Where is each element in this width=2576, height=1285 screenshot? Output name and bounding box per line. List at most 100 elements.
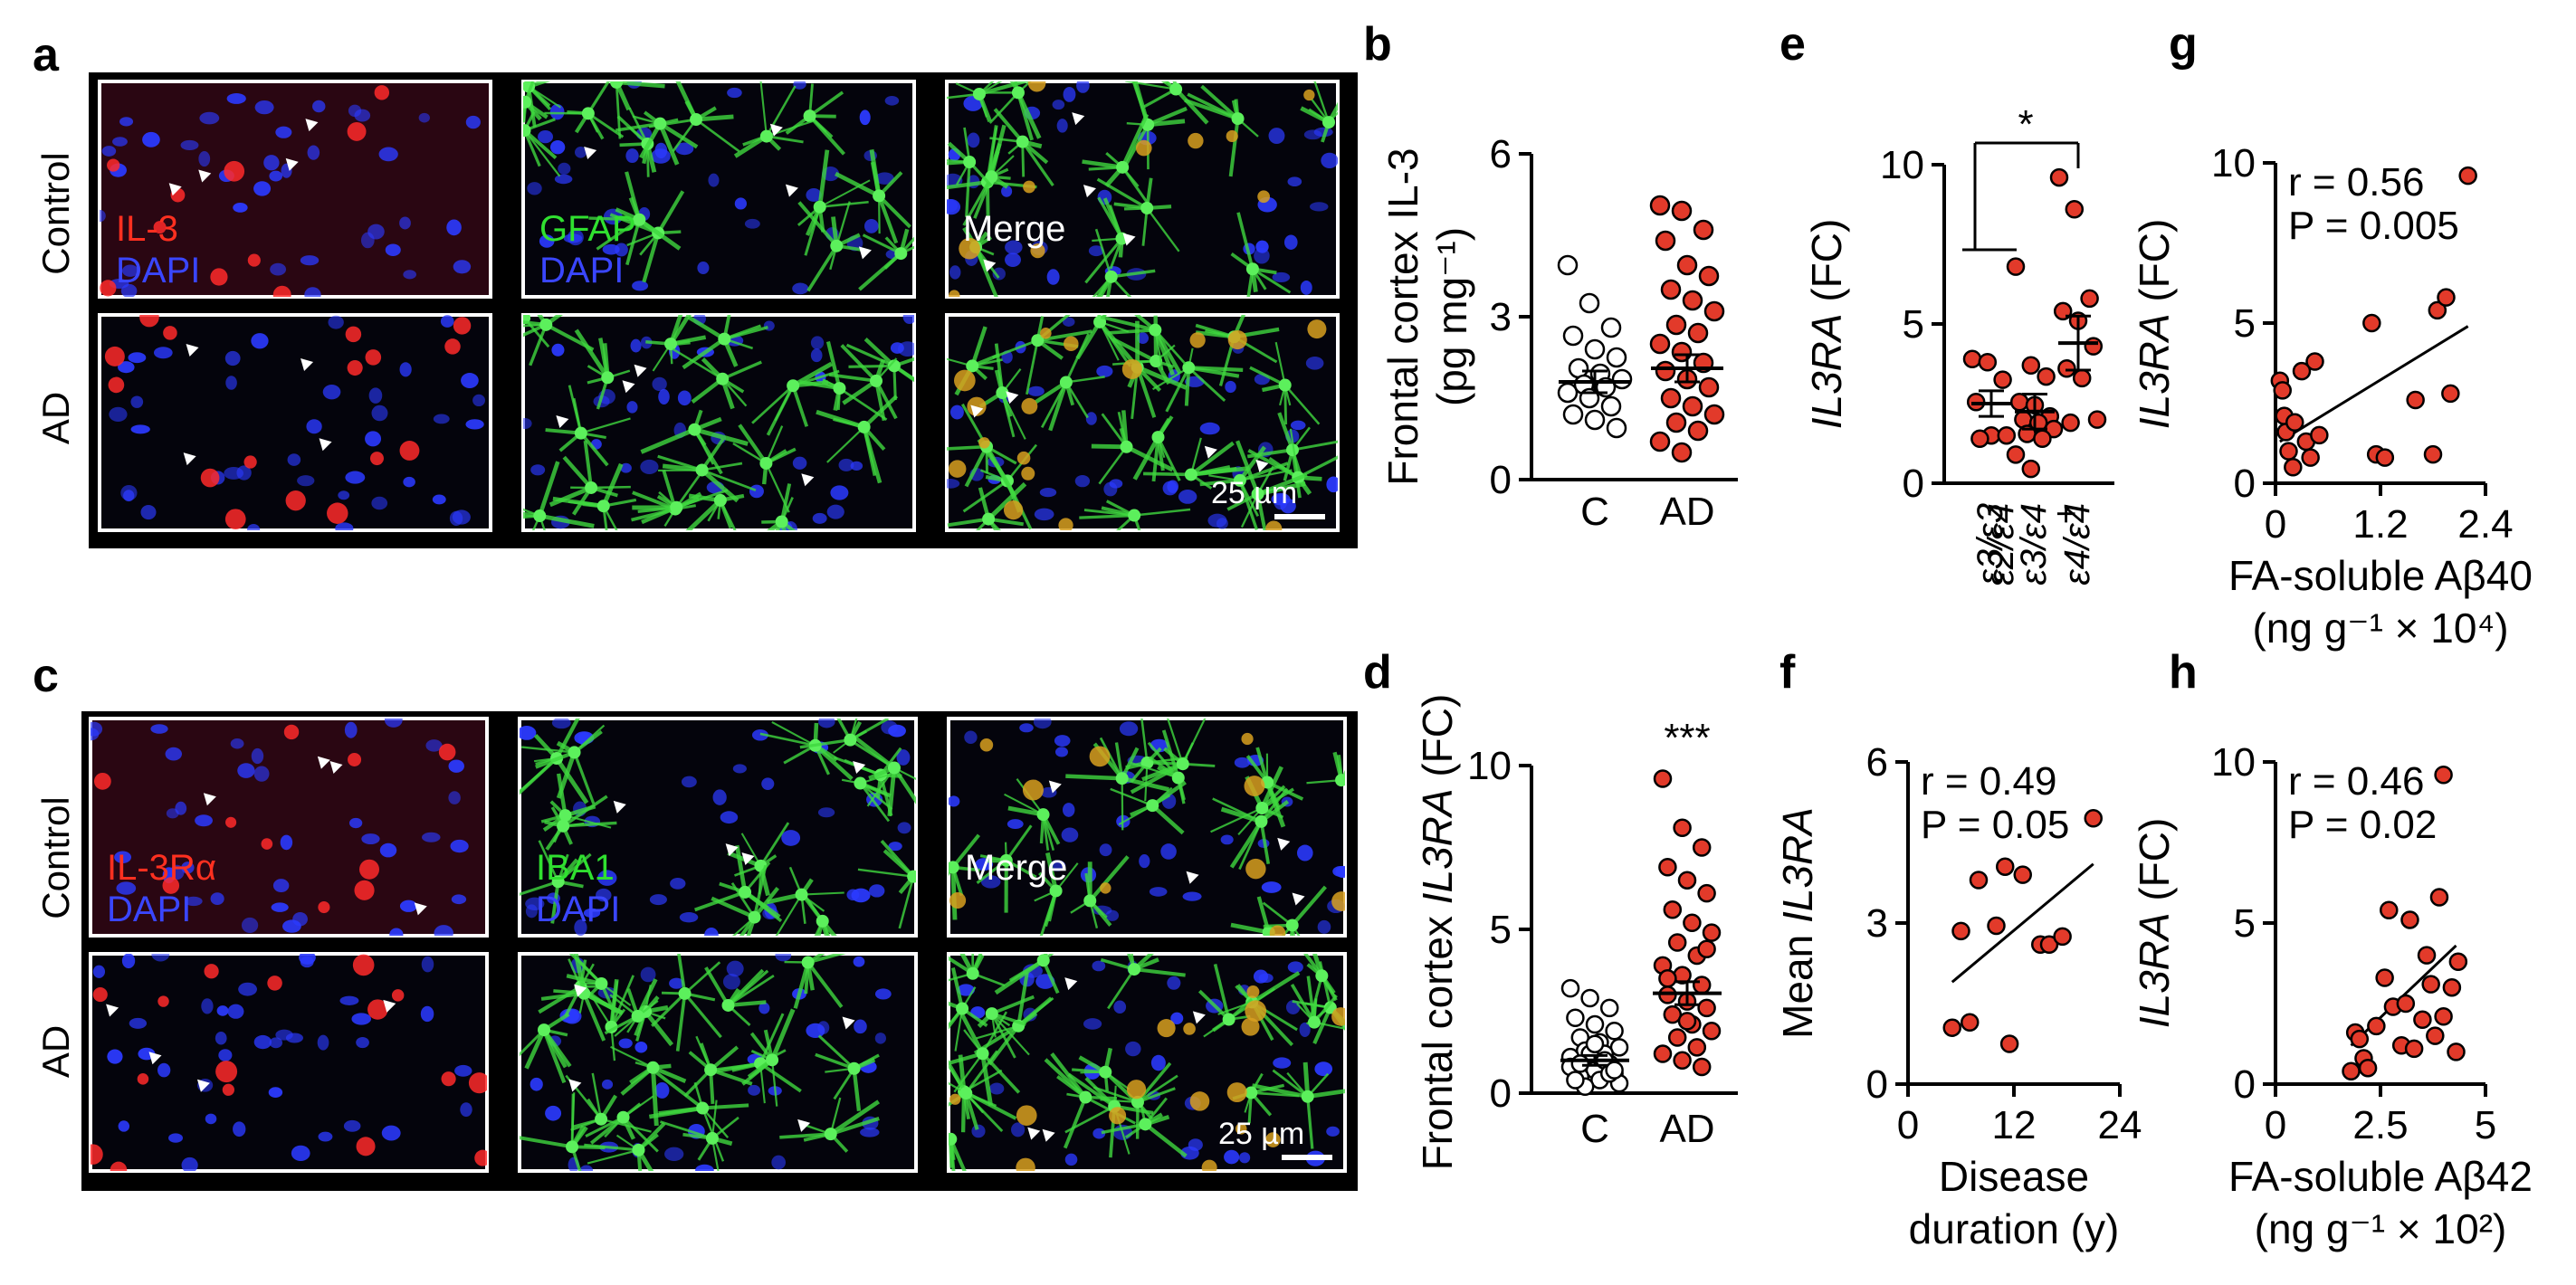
stain-label-dapi: DAPI (116, 251, 200, 290)
panel-letter-a: a (33, 29, 60, 81)
data-point (2404, 1039, 2424, 1059)
row-label-ad: AD (34, 1025, 77, 1078)
micrograph-tile (518, 717, 918, 938)
data-point (2061, 413, 2080, 433)
x-axis-label: FA-soluble Aβ40 (2228, 552, 2533, 599)
x-tick-label: 0 (2265, 1103, 2286, 1147)
data-point (1658, 857, 1677, 877)
arrowhead-icon (1064, 977, 1078, 991)
data-point (1605, 1061, 1624, 1080)
arrowhead-icon (801, 473, 815, 487)
data-point (1655, 360, 1676, 382)
y-axis-label-part: (FC) (2131, 219, 2178, 314)
scale-bar-label: 25 µm (1218, 1117, 1304, 1151)
x-tick-label: + (2046, 503, 2086, 524)
data-point (2417, 946, 2437, 965)
data-point (1702, 1021, 1722, 1041)
data-point (1600, 317, 1622, 338)
x-tick-label: 5 (2475, 1103, 2496, 1147)
data-point (1580, 988, 1599, 1008)
y-tick-label: 10 (1467, 744, 1512, 788)
data-point (1698, 376, 1720, 398)
data-point (2367, 1016, 2386, 1036)
y-axis-label: Mean IL3RA (1774, 807, 1821, 1039)
panel-letter-h: h (2169, 646, 2198, 699)
data-point (2350, 1029, 2370, 1049)
y-axis-label-part: (FC) (1803, 219, 1850, 314)
data-point (1698, 265, 1720, 287)
data-point (1961, 1013, 1980, 1033)
arrowhead-icon (168, 183, 182, 196)
data-point (1683, 913, 1702, 933)
data-point (1600, 395, 1622, 417)
stain-label: Merge (963, 209, 1065, 249)
data-point (1671, 200, 1693, 222)
y-axis-label: Frontal cortex IL-3 (1379, 148, 1426, 485)
arrowhead-icon (148, 1052, 162, 1065)
data-point (2362, 313, 2381, 333)
micrograph-tile (89, 952, 489, 1173)
y-axis-label-gene: IL3RA (1414, 788, 1461, 904)
data-point (2013, 865, 2032, 884)
data-point (2458, 166, 2477, 186)
x-tick-label: 2.5 (2352, 1103, 2408, 1147)
arrowhead-icon (584, 146, 597, 159)
y-tick-label: 0 (2234, 462, 2256, 506)
y-axis-label-gene: IL3RA (2131, 313, 2178, 429)
data-point (2375, 448, 2395, 467)
data-point (1697, 883, 1716, 903)
y-tick-label: 5 (1903, 302, 1924, 347)
data-point (2413, 1010, 2432, 1030)
data-point (2292, 361, 2312, 381)
chart-b: 0 3 6 Frontal cortex IL-3 (pg mg⁻¹) C AD (1379, 132, 1738, 534)
data-point (1560, 978, 1580, 998)
data-point (1687, 420, 1709, 442)
row-label-ad: AD (34, 392, 77, 444)
data-point (2426, 1026, 2445, 1045)
stain-label: IL-3 (116, 209, 178, 249)
x-tick-label: ε3/ε4 (2014, 503, 2054, 585)
x-tick-label: ε4/ε4 (2057, 503, 2097, 585)
y-tick-label: 10 (2211, 740, 2256, 785)
data-point (2441, 384, 2460, 404)
arrowhead-icon (983, 259, 997, 272)
data-point (1655, 230, 1676, 252)
chart-h: 0 5 10 0 2.5 5 IL3RA (FC) FA-soluble Aβ42 (ng g⁻… (2131, 740, 2533, 1252)
data-point (2301, 448, 2320, 467)
data-point (1570, 1054, 1590, 1073)
data-point (2434, 1006, 2453, 1026)
data-point (2053, 927, 2072, 947)
y-tick-label: 3 (1866, 901, 1888, 946)
arrowhead-icon (383, 999, 396, 1013)
y-tick-label: 5 (1490, 908, 1512, 952)
arrowhead-icon (556, 415, 569, 429)
data-point (2358, 1058, 2378, 1078)
x-tick-label: 0 (2265, 502, 2286, 547)
scale-bar-label: 25 µm (1211, 476, 1297, 510)
data-point (2421, 975, 2440, 994)
data-point (1671, 442, 1693, 463)
data-point (1660, 279, 1682, 300)
y-axis-label-gene: IL3RA (2131, 912, 2178, 1028)
data-point (1993, 370, 2012, 389)
arrowhead-icon (1027, 1127, 1041, 1140)
data-point (1673, 818, 1692, 838)
x-tick-label: 1.2 (2352, 502, 2408, 547)
data-point (1660, 387, 1682, 409)
data-point (2084, 337, 2104, 356)
stats-p: P = 0.02 (2288, 803, 2437, 847)
arrowhead-icon (1072, 112, 1085, 126)
data-point (2284, 458, 2303, 477)
data-point (1978, 352, 1998, 372)
data-point (2084, 809, 2103, 828)
arrowhead-icon (1292, 892, 1305, 906)
data-point (2428, 300, 2447, 320)
chart-g: 0 5 10 0 1.2 2.4 IL3RA (FC) FA-soluble Aβ40 (ng … (2131, 141, 2533, 652)
y-tick-label: 0 (2234, 1062, 2256, 1107)
data-point (2009, 392, 2029, 412)
stats-p: P = 0.005 (2288, 204, 2459, 248)
